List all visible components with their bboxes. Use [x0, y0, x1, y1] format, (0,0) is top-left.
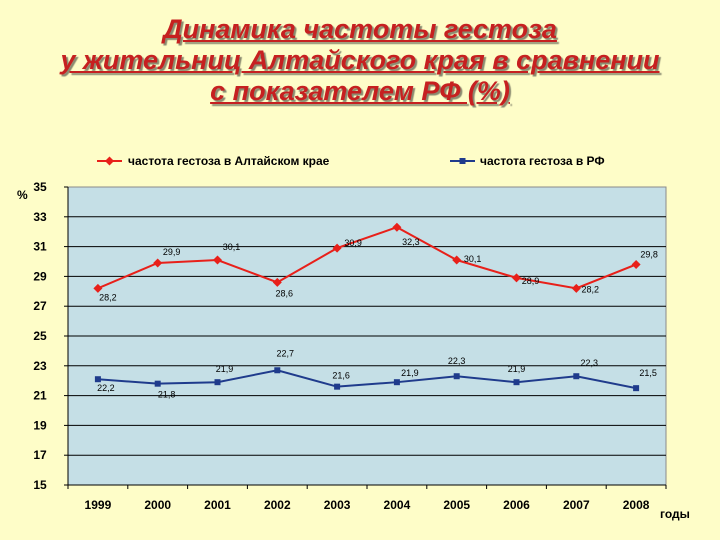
data-point: [213, 255, 222, 265]
data-point: [513, 379, 520, 386]
y-tick-label: 23: [33, 359, 47, 373]
y-tick-label: 35: [33, 180, 47, 194]
data-point: [393, 379, 400, 386]
x-tick-label: 2000: [144, 498, 171, 512]
data-label: 21,9: [216, 364, 234, 374]
title-line-3: с показателем РФ (%): [210, 76, 510, 106]
data-point: [633, 385, 640, 392]
data-point: [334, 383, 341, 390]
series-line: [97, 369, 637, 390]
y-tick-label: 33: [33, 210, 47, 224]
data-point: [512, 273, 521, 283]
data-point: [272, 277, 282, 287]
x-tick-label: 2002: [264, 498, 291, 512]
data-point: [153, 258, 163, 268]
data-label: 21,9: [401, 368, 419, 378]
data-label: 22,7: [277, 348, 295, 358]
y-tick-label: 29: [33, 269, 47, 283]
x-tick-label: 2006: [503, 498, 530, 512]
x-tick-label: 2003: [324, 498, 351, 512]
data-label: 22,3: [448, 356, 466, 366]
data-point: [332, 243, 342, 253]
data-point: [571, 283, 581, 293]
y-tick-label: 25: [33, 329, 47, 343]
y-tick-label: 31: [33, 240, 47, 254]
data-point: [392, 222, 402, 232]
data-label: 28,9: [522, 276, 540, 286]
data-label: 30,9: [344, 238, 362, 248]
data-label: 28,6: [276, 288, 294, 298]
x-tick-label: 2004: [384, 498, 411, 512]
data-point: [94, 376, 101, 383]
data-point: [452, 255, 462, 265]
title-line-1: Динамика частоты гестоза: [163, 14, 557, 44]
y-tick-label: 17: [33, 448, 47, 462]
y-tick-label: 21: [33, 389, 47, 403]
data-label: 32,3: [402, 237, 420, 247]
x-tick-label: 2001: [204, 498, 231, 512]
data-label: 21,5: [639, 368, 657, 378]
data-label: 22,2: [97, 383, 115, 393]
data-label: 21,6: [332, 371, 350, 381]
data-label: 28,2: [582, 284, 600, 294]
series-line: [97, 226, 637, 290]
y-tick-label: 15: [33, 478, 47, 492]
data-label: 21,8: [158, 390, 176, 400]
y-tick-label: 27: [33, 299, 47, 313]
x-axis-label: годы: [660, 507, 690, 521]
y-tick-label: 19: [33, 418, 47, 432]
x-tick-label: 2008: [623, 498, 650, 512]
data-label: 28,2: [99, 292, 117, 302]
data-label: 22,3: [581, 358, 599, 368]
legend-marker: [459, 158, 466, 164]
x-tick-label: 1999: [85, 498, 112, 512]
data-label: 29,9: [163, 247, 181, 257]
y-axis-label: %: [17, 188, 28, 202]
x-tick-label: 2007: [563, 498, 590, 512]
data-point: [631, 259, 641, 269]
legend-label: частота гестоза в РФ: [480, 154, 605, 168]
data-label: 21,9: [508, 364, 526, 374]
data-point: [214, 379, 221, 386]
data-point: [573, 373, 580, 380]
chart-title: Динамика частоты гестоза у жительниц Алт…: [0, 14, 720, 107]
data-point: [93, 283, 103, 293]
data-point: [453, 373, 460, 380]
data-point: [154, 380, 161, 387]
data-label: 30,1: [223, 242, 241, 252]
legend-label: частота гестоза в Алтайском крае: [128, 154, 330, 168]
data-label: 30,1: [464, 254, 482, 264]
data-label: 29,8: [640, 249, 658, 259]
x-tick-label: 2005: [443, 498, 470, 512]
data-point: [274, 367, 281, 374]
legend-marker: [105, 156, 114, 166]
title-line-2: у жительниц Алтайского края в сравнении: [60, 45, 660, 75]
